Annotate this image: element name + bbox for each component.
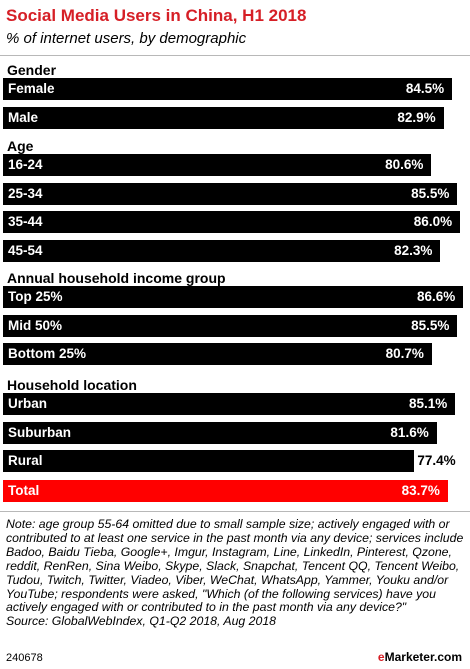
- bar-category-label: Suburban: [8, 425, 71, 440]
- bar-value-label: 86.6%: [416, 289, 456, 304]
- source-text: Source: GlobalWebIndex, Q1-Q2 2018, Aug …: [6, 614, 277, 629]
- bar-25-34: [3, 183, 458, 205]
- bar-value-label: 80.6%: [385, 157, 424, 172]
- bar-35-44: [3, 211, 461, 233]
- bar-top-25: [3, 286, 464, 308]
- note-text: Note: age group 55-64 omitted due to sma…: [6, 517, 464, 615]
- bar-female: [3, 78, 453, 100]
- bar-category-label: 35-44: [8, 214, 43, 229]
- chart-id: 240678: [6, 652, 43, 664]
- bar-urban: [3, 393, 456, 415]
- chart-note: Note: age group 55-64 omitted due to sma…: [6, 517, 468, 629]
- group-label-annual-household-income-group: Annual household income group: [7, 270, 226, 286]
- chart-subtitle: % of internet users, by demographic: [6, 30, 247, 47]
- bar-value-label: 82.3%: [394, 243, 433, 258]
- bar-rural: [3, 450, 415, 472]
- bar-category-label: Male: [8, 110, 39, 125]
- bar-category-label: Rural: [8, 453, 43, 468]
- bar-category-label: Urban: [8, 396, 48, 411]
- bar-male: [3, 107, 444, 129]
- bar-category-label: Bottom 25%: [8, 346, 87, 361]
- bar-bottom-25: [3, 343, 432, 365]
- header-divider: [0, 55, 470, 56]
- bar-total: [3, 480, 448, 502]
- brand-prefix: e: [377, 650, 385, 664]
- bar-value-label: 84.5%: [405, 81, 445, 96]
- group-label-household-location: Household location: [7, 377, 137, 393]
- chart-title: Social Media Users in China, H1 2018: [6, 6, 307, 25]
- bar-mid-50: [3, 315, 458, 337]
- bar-value-label: 77.4%: [417, 453, 456, 468]
- bar-category-label: Mid 50%: [8, 318, 63, 333]
- bar-category-label: Total: [8, 483, 40, 498]
- bar-value-label: 82.9%: [397, 110, 436, 125]
- bar-value-label: 85.5%: [411, 186, 450, 201]
- bar-value-label: 86.0%: [413, 214, 453, 229]
- bar-value-label: 83.7%: [401, 483, 440, 498]
- group-label-age: Age: [7, 138, 34, 154]
- bar-value-label: 80.7%: [385, 346, 424, 361]
- group-label-gender: Gender: [7, 62, 57, 78]
- brand-name: Marketer: [384, 650, 434, 664]
- bar-45-54: [3, 240, 441, 262]
- bar-16-24: [3, 154, 432, 176]
- bar-value-label: 85.5%: [411, 318, 450, 333]
- bar-category-label: Female: [8, 81, 55, 96]
- brand-suffix: .com: [433, 650, 462, 664]
- footer-divider: [0, 511, 470, 512]
- bar-value-label: 81.6%: [390, 425, 429, 440]
- bar-suburban: [3, 422, 437, 444]
- brand-logo: eMarketer.com: [378, 650, 462, 664]
- bar-category-label: 45-54: [8, 243, 43, 258]
- bar-category-label: 25-34: [8, 186, 43, 201]
- bar-category-label: Top 25%: [8, 289, 63, 304]
- bar-value-label: 85.1%: [409, 396, 448, 411]
- bar-category-label: 16-24: [8, 157, 43, 172]
